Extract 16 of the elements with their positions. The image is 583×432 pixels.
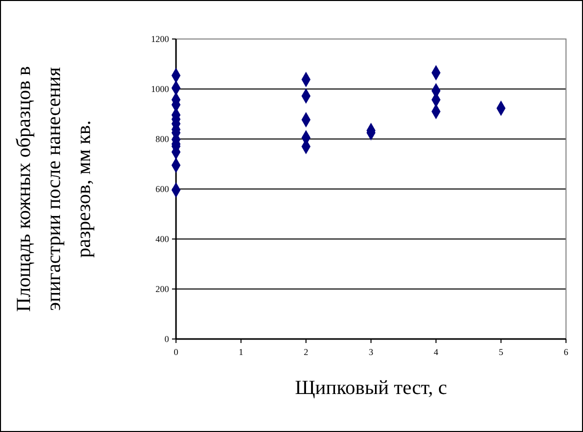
y-axis-title: Площадь кожных образцов в эпигастрии после нанесения разрезов, мм кв. — [13, 66, 95, 312]
y-tick-label: 600 — [156, 184, 170, 194]
x-tick-label: 2 — [304, 347, 308, 357]
x-tick-label: 6 — [564, 347, 569, 357]
x-axis-title: Щипковый тест, с — [295, 377, 448, 399]
y-tick-label: 0 — [164, 334, 170, 344]
x-tick-label: 0 — [174, 347, 179, 357]
y-tick-label: 1200 — [151, 34, 170, 44]
x-tick-label: 5 — [498, 347, 504, 357]
x-tick-label: 3 — [368, 347, 374, 357]
x-tick-label: 1 — [238, 347, 244, 357]
y-tick-label: 200 — [156, 284, 170, 294]
y-tick-label: 1000 — [151, 84, 170, 94]
y-tick-label: 400 — [156, 234, 170, 244]
y-tick-label: 800 — [156, 134, 170, 144]
x-tick-label: 4 — [434, 347, 439, 357]
